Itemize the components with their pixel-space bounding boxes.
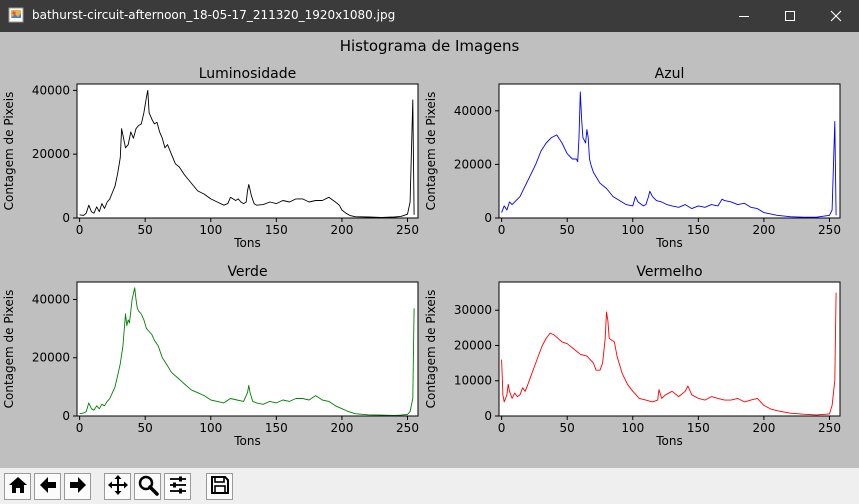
x-axis-label-verde: Tons bbox=[233, 434, 261, 448]
y-tick-label-verde: 40000 bbox=[32, 292, 70, 306]
x-tick-label-azul: 0 bbox=[498, 223, 506, 237]
back-button[interactable] bbox=[34, 473, 61, 500]
x-axis-label-luminosidade: Tons bbox=[233, 236, 261, 250]
configure-subplots-button[interactable] bbox=[164, 473, 191, 500]
y-axis-label-luminosidade: Contagem de Pixeis bbox=[2, 92, 16, 211]
maximize-button[interactable] bbox=[767, 0, 813, 32]
x-tick-label-luminosidade: 250 bbox=[396, 223, 419, 237]
x-axis-label-azul: Tons bbox=[655, 236, 683, 250]
figure-suptitle: Histograma de Imagens bbox=[339, 37, 520, 55]
x-tick-label-verde: 250 bbox=[396, 421, 419, 435]
arrow-right-icon bbox=[67, 474, 89, 500]
y-tick-label-luminosidade: 0 bbox=[62, 211, 70, 225]
home-icon bbox=[7, 474, 29, 500]
chart-verde: 0 50 100 150 200 250 0 20000 40000 Verde Tons Conta… bbox=[2, 264, 419, 448]
x-tick-label-verde: 200 bbox=[330, 421, 353, 435]
arrow-left-icon bbox=[37, 474, 59, 500]
x-tick-label-luminosidade: 200 bbox=[330, 223, 353, 237]
sliders-icon bbox=[167, 474, 189, 500]
chart-title-azul: Azul bbox=[655, 66, 685, 82]
chart-vermelho: 0 50 100 150 200 250 0 10000 20000 30000 Vermelho T… bbox=[424, 264, 841, 448]
move-icon bbox=[107, 474, 129, 500]
series-line-vermelho bbox=[501, 292, 837, 416]
x-tick-label-vermelho: 50 bbox=[560, 421, 575, 435]
y-axis-label-verde: Contagem de Pixeis bbox=[2, 290, 16, 409]
x-tick-label-azul: 100 bbox=[621, 223, 644, 237]
x-tick-label-luminosidade: 100 bbox=[199, 223, 222, 237]
close-icon bbox=[830, 7, 842, 26]
y-tick-label-azul: 40000 bbox=[454, 104, 492, 118]
pan-button[interactable] bbox=[104, 473, 131, 500]
y-tick-label-vermelho: 10000 bbox=[454, 374, 492, 388]
close-button[interactable] bbox=[813, 0, 859, 32]
window-title: bathurst-circuit-afternoon_18-05-17_2113… bbox=[32, 8, 396, 22]
y-tick-label-verde: 0 bbox=[62, 409, 70, 423]
series-line-luminosidade bbox=[79, 89, 415, 218]
plot-area-vermelho bbox=[499, 282, 840, 416]
minimize-icon bbox=[738, 7, 750, 26]
plot-area-verde bbox=[77, 282, 418, 416]
x-tick-label-verde: 50 bbox=[138, 421, 153, 435]
axes-frame-luminosidade bbox=[76, 83, 419, 219]
title-bar: bathurst-circuit-afternoon_18-05-17_2113… bbox=[0, 0, 859, 32]
x-tick-label-verde: 150 bbox=[265, 421, 288, 435]
x-tick-label-vermelho: 200 bbox=[752, 421, 775, 435]
magnifier-icon bbox=[137, 474, 159, 500]
y-tick-label-vermelho: 0 bbox=[484, 409, 492, 423]
x-tick-label-vermelho: 100 bbox=[621, 421, 644, 435]
zoom-button[interactable] bbox=[134, 473, 161, 500]
x-tick-label-vermelho: 150 bbox=[687, 421, 710, 435]
chart-title-verde: Verde bbox=[227, 264, 267, 280]
axes-frame-vermelho bbox=[498, 281, 841, 417]
axes-frame-verde bbox=[76, 281, 419, 417]
minimize-button[interactable] bbox=[721, 0, 767, 32]
x-axis-label-vermelho: Tons bbox=[655, 434, 683, 448]
axes-frame-azul bbox=[498, 83, 841, 219]
chart-luminosidade: 0 50 100 150 200 250 0 20000 40000 Luminosidade To… bbox=[2, 66, 419, 250]
y-axis-label-vermelho: Contagem de Pixeis bbox=[424, 290, 438, 409]
image-file-icon bbox=[8, 7, 24, 23]
save-button[interactable] bbox=[206, 473, 233, 500]
chart-title-vermelho: Vermelho bbox=[636, 264, 702, 280]
maximize-icon bbox=[784, 7, 796, 26]
series-line-azul bbox=[501, 91, 837, 218]
y-tick-label-vermelho: 30000 bbox=[454, 303, 492, 317]
x-tick-label-azul: 150 bbox=[687, 223, 710, 237]
forward-button[interactable] bbox=[64, 473, 91, 500]
x-tick-label-vermelho: 250 bbox=[818, 421, 841, 435]
x-tick-label-azul: 50 bbox=[560, 223, 575, 237]
floppy-disk-icon bbox=[209, 474, 231, 500]
histogram-charts: 0 50 100 150 200 25002000040000LuminosidadeTo… bbox=[2, 66, 841, 448]
series-line-verde bbox=[79, 287, 415, 416]
y-tick-label-vermelho: 20000 bbox=[454, 338, 492, 352]
x-tick-label-luminosidade: 150 bbox=[265, 223, 288, 237]
y-tick-label-luminosidade: 20000 bbox=[32, 147, 70, 161]
y-tick-label-azul: 20000 bbox=[454, 157, 492, 171]
y-tick-label-luminosidade: 40000 bbox=[32, 83, 70, 97]
plot-area-luminosidade bbox=[77, 84, 418, 218]
x-tick-label-vermelho: 0 bbox=[498, 421, 506, 435]
y-tick-label-verde: 20000 bbox=[32, 351, 70, 365]
x-tick-label-verde: 100 bbox=[199, 421, 222, 435]
x-tick-label-verde: 0 bbox=[76, 421, 84, 435]
plot-area-azul bbox=[499, 84, 840, 218]
x-tick-label-azul: 200 bbox=[752, 223, 775, 237]
y-tick-label-azul: 0 bbox=[484, 211, 492, 225]
chart-title-luminosidade: Luminosidade bbox=[199, 66, 297, 82]
chart-azul: 0 50 100 150 200 250 0 20000 40000 Azul Tons Contag… bbox=[424, 66, 841, 250]
x-tick-label-luminosidade: 50 bbox=[138, 223, 153, 237]
y-axis-label-azul: Contagem de Pixeis bbox=[424, 92, 438, 211]
navigation-toolbar bbox=[0, 468, 859, 504]
x-tick-label-luminosidade: 0 bbox=[76, 223, 84, 237]
figure-canvas[interactable]: Histograma de Imagens 0 50 100 150 200 250 0 20… bbox=[0, 32, 859, 468]
home-button[interactable] bbox=[4, 473, 31, 500]
x-tick-label-azul: 250 bbox=[818, 223, 841, 237]
